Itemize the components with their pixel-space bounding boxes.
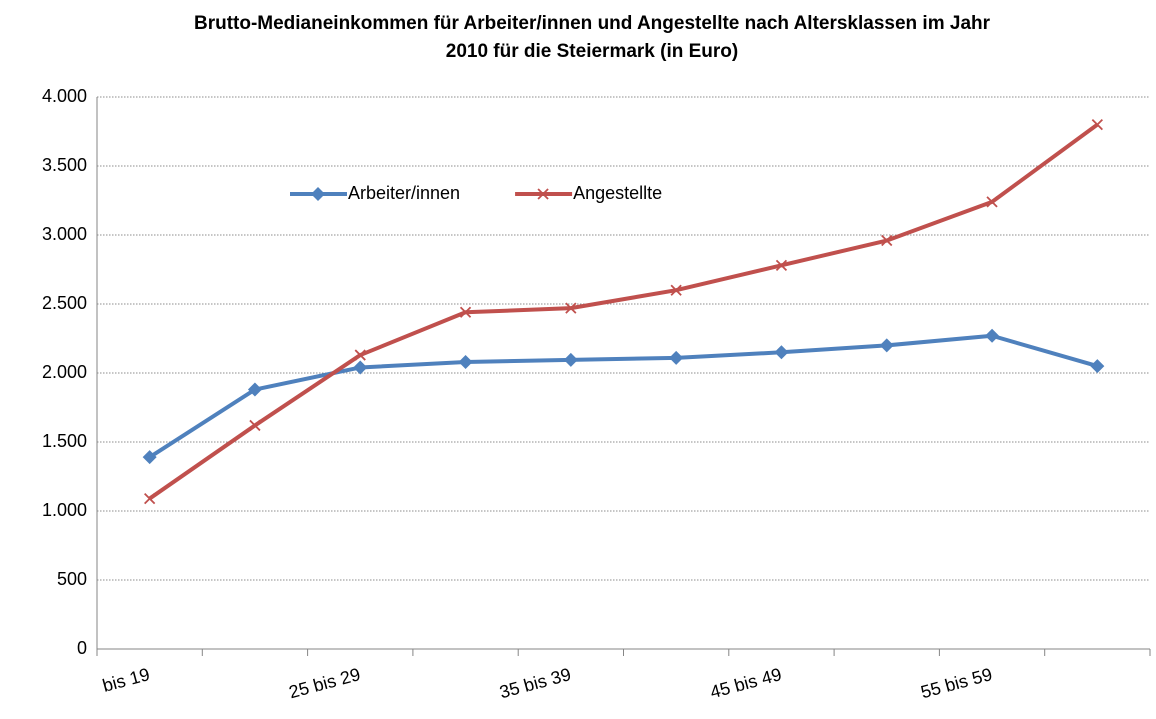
y-tick-label: 1.000 bbox=[42, 500, 87, 520]
point bbox=[986, 196, 998, 208]
point bbox=[563, 352, 578, 367]
point bbox=[881, 234, 893, 247]
legend-marker bbox=[311, 187, 325, 201]
legend-label: Angestellte bbox=[573, 183, 662, 203]
y-tick-label: 4.000 bbox=[42, 86, 87, 106]
point bbox=[249, 419, 261, 432]
point bbox=[144, 492, 156, 505]
point bbox=[1090, 359, 1105, 374]
point bbox=[775, 259, 788, 271]
point bbox=[774, 345, 789, 360]
point bbox=[142, 450, 157, 465]
x-tick-label: 55 bis 59 bbox=[919, 664, 995, 702]
point bbox=[565, 302, 577, 314]
point bbox=[1091, 118, 1103, 131]
series-line bbox=[148, 122, 1099, 501]
legend-label: Arbeiter/innen bbox=[348, 183, 460, 203]
x-tick-label: 35 bis 39 bbox=[497, 664, 573, 702]
point bbox=[879, 338, 894, 353]
y-tick-label: 3.500 bbox=[42, 155, 87, 175]
x-tick-label: 25 bis 29 bbox=[287, 664, 363, 702]
point bbox=[458, 354, 473, 369]
y-tick-label: 1.500 bbox=[42, 431, 87, 451]
series-line bbox=[148, 333, 1098, 459]
point bbox=[247, 382, 262, 397]
point bbox=[353, 360, 368, 375]
point bbox=[459, 306, 472, 318]
chart-title: Brutto-Medianeinkommen für Arbeiter/inne… bbox=[194, 13, 991, 34]
x-tick-label: 45 bis 49 bbox=[708, 664, 784, 702]
point bbox=[354, 349, 366, 361]
point bbox=[669, 350, 684, 365]
x-tick-label: bis 19 bbox=[100, 664, 152, 696]
chart-subtitle: 2010 für die Steiermark (in Euro) bbox=[446, 41, 739, 62]
y-tick-label: 2.000 bbox=[42, 362, 87, 382]
y-tick-label: 2.500 bbox=[42, 293, 87, 313]
point bbox=[670, 284, 682, 296]
legend-marker bbox=[537, 188, 549, 200]
y-tick-label: 500 bbox=[57, 569, 87, 589]
y-tick-label: 0 bbox=[77, 638, 87, 658]
y-tick-label: 3.000 bbox=[42, 224, 87, 244]
point bbox=[985, 328, 1000, 343]
